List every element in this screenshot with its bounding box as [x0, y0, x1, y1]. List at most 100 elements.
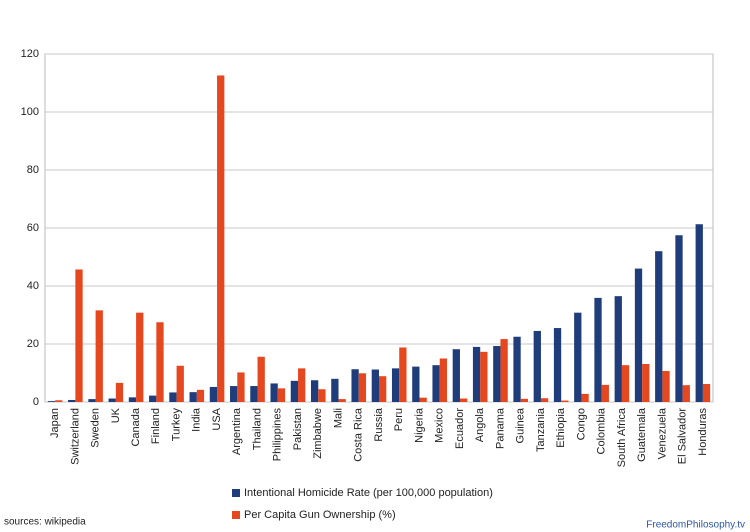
bar — [128, 397, 137, 402]
bar — [520, 398, 528, 402]
bar — [270, 383, 278, 402]
bar — [533, 330, 541, 402]
x-tick-label: USA — [211, 407, 223, 430]
bar — [115, 382, 124, 402]
x-tick-label: India — [191, 407, 203, 432]
x-tick-label: Mexico — [434, 408, 446, 443]
bar — [176, 365, 184, 402]
bar — [149, 395, 157, 402]
bar — [480, 351, 488, 402]
bar — [310, 380, 319, 402]
bar — [601, 384, 609, 402]
bar — [621, 365, 630, 402]
bar — [581, 393, 589, 402]
x-tick-label: UK — [110, 407, 122, 423]
bar — [391, 368, 400, 402]
bar — [196, 389, 205, 402]
legend-swatch — [232, 489, 240, 497]
x-tick-label: Thailand — [251, 408, 263, 450]
bar — [412, 366, 420, 402]
x-tick-label: Costa Rica — [353, 407, 365, 462]
y-tick-label: 60 — [27, 222, 39, 234]
bar — [68, 399, 76, 402]
bar — [493, 346, 501, 402]
x-tick-label: Sweden — [90, 408, 102, 448]
x-tick-label: Canada — [130, 407, 142, 446]
bar — [642, 364, 650, 402]
bar — [702, 384, 711, 402]
bar — [500, 339, 508, 402]
x-tick-label: Ethiopia — [555, 407, 567, 448]
bar — [675, 235, 683, 402]
y-tick-label: 40 — [27, 280, 39, 292]
bar — [655, 251, 663, 402]
bar — [108, 398, 116, 402]
bar — [230, 386, 238, 402]
bar — [209, 386, 218, 402]
y-tick-label: 100 — [21, 106, 39, 118]
bar — [439, 358, 448, 402]
x-tick-label: Panama — [494, 407, 506, 449]
x-tick-label: Argentina — [231, 407, 243, 455]
bar — [662, 370, 670, 402]
bar — [419, 397, 427, 402]
x-tick-label: Mali — [332, 408, 344, 428]
bar — [156, 322, 164, 402]
bar — [540, 398, 549, 402]
bar — [594, 297, 602, 402]
x-tick-label: Congo — [575, 408, 587, 440]
x-tick-label: Philippines — [272, 408, 284, 462]
bar — [614, 296, 622, 402]
bar — [561, 400, 569, 402]
x-tick-label: Ecuador — [454, 408, 466, 449]
bar — [277, 388, 286, 402]
bar — [338, 399, 346, 402]
y-tick-label: 120 — [21, 48, 39, 60]
bar — [513, 336, 521, 402]
x-tick-label: Peru — [393, 408, 405, 431]
legend-label: Per Capita Gun Ownership (%) — [244, 509, 396, 521]
bar — [358, 373, 367, 402]
bar — [95, 310, 103, 402]
bar — [257, 356, 265, 402]
bar — [237, 372, 245, 402]
bar — [459, 398, 468, 402]
bar — [371, 369, 379, 402]
bar — [682, 385, 690, 402]
x-tick-label: Honduras — [697, 408, 709, 456]
legend-label: Intentional Homicide Rate (per 100,000 p… — [244, 487, 493, 499]
x-tick-label: Pakistan — [292, 408, 304, 450]
x-tick-label: Tanzania — [535, 407, 547, 452]
x-tick-label: Zimbabwe — [312, 408, 324, 459]
x-tick-label: Turkey — [170, 408, 182, 442]
x-tick-label: Angola — [474, 407, 486, 442]
bar — [136, 312, 144, 402]
bar — [189, 392, 197, 402]
bar — [217, 75, 225, 403]
bar — [634, 268, 643, 402]
y-tick-label: 0 — [33, 396, 39, 408]
bar — [318, 389, 326, 402]
source-note: sources: wikipedia — [4, 517, 86, 528]
bar — [472, 346, 481, 402]
x-tick-label: Japan — [49, 408, 61, 438]
bar — [452, 349, 460, 402]
bar — [379, 376, 387, 402]
x-tick-label: Guatemala — [636, 407, 648, 462]
legend-swatch — [232, 511, 240, 519]
y-tick-label: 20 — [27, 338, 39, 350]
bar — [351, 369, 359, 402]
bar — [250, 386, 258, 402]
x-tick-label: El Salvador — [677, 408, 689, 465]
y-tick-label: 80 — [27, 164, 39, 176]
bar — [298, 368, 306, 402]
x-tick-label: Switzerland — [69, 408, 81, 465]
x-tick-label: South Africa — [616, 407, 628, 467]
x-tick-label: Venezuela — [656, 407, 668, 459]
bar — [432, 365, 440, 402]
bar — [553, 328, 562, 402]
bar — [75, 269, 83, 402]
x-tick-label: Nigeria — [413, 407, 425, 443]
bar — [47, 401, 56, 402]
